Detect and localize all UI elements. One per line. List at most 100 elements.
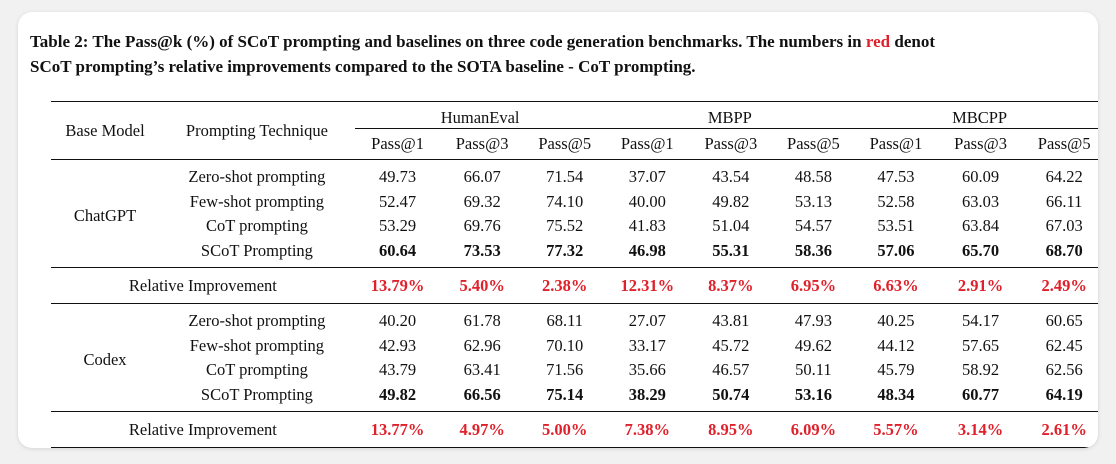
technique-cell: CoT prompting	[205, 360, 308, 380]
header-metric: Pass@1	[869, 134, 923, 153]
table-row: Few-shot prompting 52.47 69.32 74.10 40.00 49…	[51, 190, 1098, 215]
value-cell: 60.77	[962, 384, 1000, 404]
value-cell: 71.56	[546, 360, 584, 380]
value-cell: 53.16	[794, 384, 832, 404]
value-cell: 52.58	[877, 191, 915, 211]
improvement-value-cell: 13.79%	[370, 275, 425, 295]
header-metric: Pass@1	[371, 134, 424, 153]
technique-cell: CoT prompting	[205, 216, 308, 236]
value-cell: 66.11	[1045, 191, 1083, 211]
table-row: Few-shot prompting 42.93 62.96 70.10 33.17 45…	[51, 334, 1098, 359]
value-cell: 45.79	[877, 360, 915, 380]
value-cell: 54.57	[794, 216, 832, 236]
value-cell: 65.70	[962, 240, 1000, 260]
value-cell: 49.82	[378, 384, 417, 404]
header-group-humaneval: HumanEval	[354, 101, 606, 129]
table-card: Table 2: The Pass@k (%) of SCoT promptin…	[18, 12, 1098, 448]
improvement-value-cell: 7.38%	[624, 419, 670, 439]
header-metric: Pass@3	[704, 134, 758, 153]
relative-improvement-row: Relative Improvement 13.77% 4.97% 5.00% 7.38…	[51, 411, 1098, 448]
table-row: CoT prompting 53.29 69.76 75.52 41.83 51.04 54…	[51, 214, 1098, 239]
header-metric-row: Pass@1 Pass@3 Pass@5 Pass@1 Pass@3 Pass@…	[51, 129, 1098, 160]
value-cell: 46.57	[712, 360, 750, 380]
improvement-value-cell: 2.61%	[1041, 419, 1087, 439]
value-cell: 37.07	[628, 167, 666, 187]
value-cell: 53.29	[378, 216, 417, 236]
table-caption: Table 2: The Pass@k (%) of SCoT promptin…	[30, 29, 1098, 79]
value-cell: 57.65	[962, 335, 1000, 355]
caption-text-line2: SCoT prompting’s relative improvements c…	[30, 57, 696, 76]
table-body: ChatGPT Zero-shot prompting 49.73 66.07 71.5…	[51, 159, 1098, 448]
value-cell: 71.54	[546, 167, 584, 187]
value-cell: 64.22	[1045, 167, 1083, 187]
value-cell: 49.62	[794, 335, 832, 355]
improvement-value-cell: 2.38%	[542, 275, 588, 295]
caption-text-part1: Table 2: The Pass@k (%) of SCoT promptin…	[30, 32, 866, 51]
value-cell: 66.07	[463, 167, 501, 187]
value-cell: 44.12	[877, 335, 915, 355]
value-cell: 61.78	[463, 311, 501, 331]
improvement-value-cell: 8.95%	[708, 419, 754, 439]
table-row: SCoT Prompting 49.82 66.56 75.14 38.29 50.74 5…	[51, 383, 1098, 412]
improvement-value-cell: 8.37%	[708, 275, 754, 295]
value-cell: 60.65	[1045, 311, 1083, 331]
value-cell: 50.11	[795, 360, 832, 380]
value-cell: 55.31	[712, 240, 750, 260]
header-metric: Pass@5	[1037, 134, 1091, 153]
technique-cell: Few-shot prompting	[189, 335, 325, 355]
value-cell: 38.29	[628, 384, 666, 404]
value-cell: 74.10	[546, 191, 584, 211]
value-cell: 62.45	[1045, 335, 1083, 355]
improvement-value-cell: 3.14%	[957, 419, 1004, 439]
value-cell: 27.07	[628, 311, 666, 331]
value-cell: 69.32	[463, 191, 501, 211]
value-cell: 48.34	[877, 384, 915, 404]
table-row: Codex Zero-shot prompting 40.20 61.78 68.11 2…	[51, 303, 1098, 369]
value-cell: 63.03	[962, 191, 1000, 211]
improvement-value-cell: 2.91%	[957, 275, 1004, 295]
improvement-value-cell: 6.95%	[790, 275, 837, 295]
value-cell: 75.52	[546, 216, 584, 236]
value-cell: 60.09	[962, 167, 1000, 187]
value-cell: 33.17	[628, 335, 666, 355]
technique-cell: SCoT Prompting	[200, 240, 313, 260]
value-cell: 35.66	[628, 360, 666, 380]
value-cell: 51.04	[712, 216, 750, 236]
value-cell: 69.76	[463, 216, 501, 236]
header-metric: Pass@5	[538, 134, 592, 153]
value-cell: 45.72	[712, 335, 750, 355]
value-cell: 60.64	[378, 240, 417, 260]
value-cell: 75.14	[546, 384, 584, 404]
header-metric: Pass@3	[455, 134, 509, 153]
technique-cell: Few-shot prompting	[189, 191, 325, 211]
value-cell: 54.17	[962, 311, 1000, 331]
header-base-model: Base Model	[65, 120, 145, 140]
base-model-cell: Codex	[83, 350, 127, 369]
value-cell: 43.81	[712, 311, 750, 331]
header-metric: Pass@5	[787, 134, 840, 153]
header-group-row: Base Model Prompting Technique HumanEval…	[51, 101, 1098, 140]
value-cell: 62.56	[1045, 360, 1083, 380]
caption-text-part2: denot	[890, 32, 935, 51]
value-cell: 40.25	[877, 311, 915, 331]
value-cell: 67.03	[1045, 216, 1083, 236]
value-cell: 40.20	[378, 311, 417, 331]
value-cell: 62.96	[463, 335, 501, 355]
improvement-value-cell: 2.49%	[1041, 275, 1087, 295]
value-cell: 53.13	[794, 191, 832, 211]
value-cell: 58.92	[962, 360, 1000, 380]
header-metric: Pass@3	[954, 134, 1007, 153]
value-cell: 63.84	[962, 216, 1000, 236]
results-table: Base Model Prompting Technique HumanEval…	[51, 101, 1098, 448]
improvement-value-cell: 4.97%	[459, 419, 505, 439]
value-cell: 47.93	[794, 311, 832, 331]
header-prompting-technique: Prompting Technique	[185, 120, 328, 140]
improvement-value-cell: 5.57%	[873, 419, 919, 439]
value-cell: 48.58	[794, 167, 832, 187]
relative-improvement-row: Relative Improvement 13.79% 5.40% 2.38% 12.3…	[51, 267, 1098, 304]
value-cell: 53.51	[877, 216, 915, 236]
value-cell: 43.54	[712, 167, 750, 187]
header-group-mbpp: MBPP	[605, 101, 855, 129]
value-cell: 63.41	[463, 360, 501, 380]
header-metric: Pass@1	[620, 134, 674, 153]
